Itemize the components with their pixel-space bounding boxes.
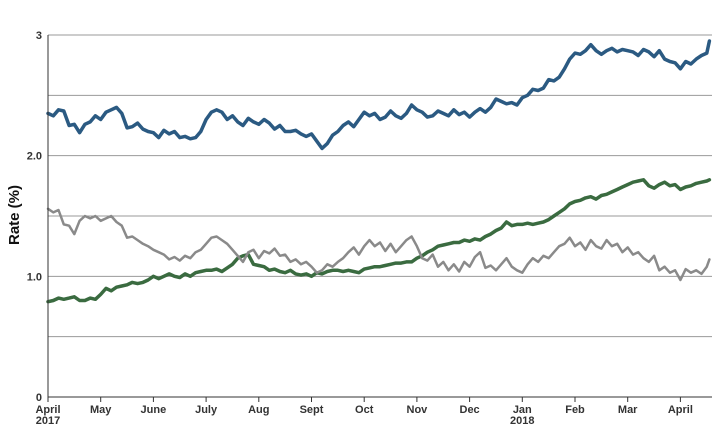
x-tick-label: July: [195, 404, 218, 416]
x-tick-year: 2017: [36, 415, 60, 426]
series-lines: [46, 39, 712, 304]
x-tick-label: Aug: [248, 404, 269, 416]
gridlines: [48, 34, 712, 398]
x-tick-label: Sept: [300, 404, 324, 416]
y-tick-label: 0: [36, 392, 42, 404]
x-tick-label: May: [90, 404, 112, 416]
x-tick-label: Feb: [565, 404, 585, 416]
y-axis-label: Rate (%): [6, 185, 23, 245]
series-line-1: [46, 39, 712, 151]
x-tick-label: Nov: [407, 404, 429, 416]
series-line-3: [46, 207, 711, 282]
x-tick-label: Jan: [513, 404, 532, 416]
x-tick-label: June: [141, 404, 167, 416]
y-tick-label: 3: [36, 30, 42, 42]
x-tick-label: Mar: [618, 404, 638, 416]
series-line-2: [46, 178, 712, 304]
x-tick-label: Oct: [355, 404, 374, 416]
x-tick-label: Dec: [460, 404, 480, 416]
x-tick-label: April: [668, 404, 693, 416]
x-tick-year: 2018: [510, 415, 534, 426]
y-tick-label: 1.0: [27, 271, 42, 283]
x-tick-label: April: [35, 404, 60, 416]
y-axis-ticks: 0 1.0 2.0 3: [27, 30, 42, 404]
y-tick-label: 2.0: [27, 151, 42, 163]
